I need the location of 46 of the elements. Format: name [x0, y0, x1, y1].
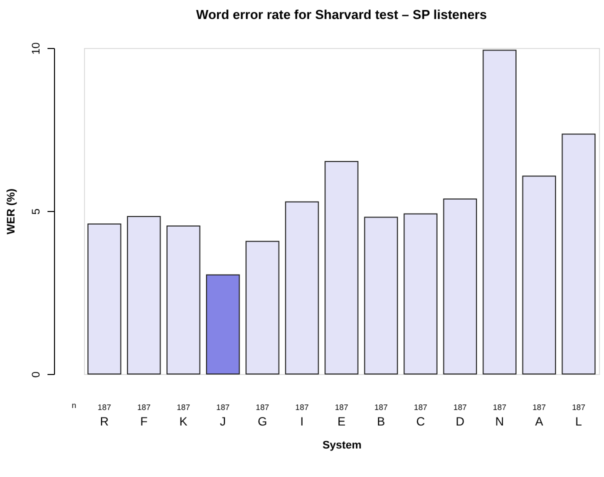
text: n — [72, 401, 76, 410]
text: 187 — [334, 403, 349, 412]
text: 187 — [176, 403, 191, 412]
bar — [364, 216, 398, 374]
x-tick-label: N — [495, 414, 504, 428]
text: 187 — [532, 403, 546, 412]
bar — [562, 134, 596, 374]
x-tick-label: K — [179, 414, 188, 428]
x-tick-label: C — [416, 414, 426, 428]
text: 187 — [256, 403, 270, 412]
x-tick-label: J — [220, 414, 226, 428]
x-tick-label: R — [100, 414, 110, 428]
x-axis-title: System — [322, 440, 362, 452]
bar — [285, 201, 319, 374]
chart-title: Word error rate for Sharvard test – SP listeners — [196, 6, 487, 22]
text: 187 — [374, 403, 388, 412]
bar — [404, 213, 438, 374]
x-tick-label: E — [337, 414, 346, 428]
x-tick-label: I — [300, 414, 304, 428]
x-tick-label: A — [535, 414, 544, 428]
y-tick-label: 5 — [30, 208, 42, 215]
text: 187 — [137, 403, 152, 412]
x-tick-label: F — [140, 414, 148, 428]
text: 187 — [98, 403, 112, 412]
y-tick-label: 10 — [30, 42, 42, 55]
bar — [126, 216, 161, 374]
x-tick-label: D — [456, 414, 465, 428]
bar — [324, 160, 358, 374]
text: 187 — [216, 403, 230, 412]
text: 187 — [414, 403, 428, 412]
bar — [87, 224, 122, 374]
bar — [166, 225, 200, 374]
text: 187 — [572, 403, 586, 412]
bar — [206, 274, 240, 374]
x-tick-label: L — [575, 414, 582, 428]
y-axis-title: WER (%) — [6, 188, 18, 234]
bar — [522, 176, 556, 374]
bar — [482, 50, 516, 374]
x-tick-label: G — [258, 414, 268, 428]
text: 187 — [295, 403, 310, 412]
text: 187 — [453, 403, 468, 412]
bar — [443, 198, 477, 374]
x-tick-label: B — [377, 414, 386, 428]
text: 187 — [492, 403, 507, 412]
y-tick-label: 0 — [30, 371, 42, 378]
bar — [246, 240, 280, 374]
